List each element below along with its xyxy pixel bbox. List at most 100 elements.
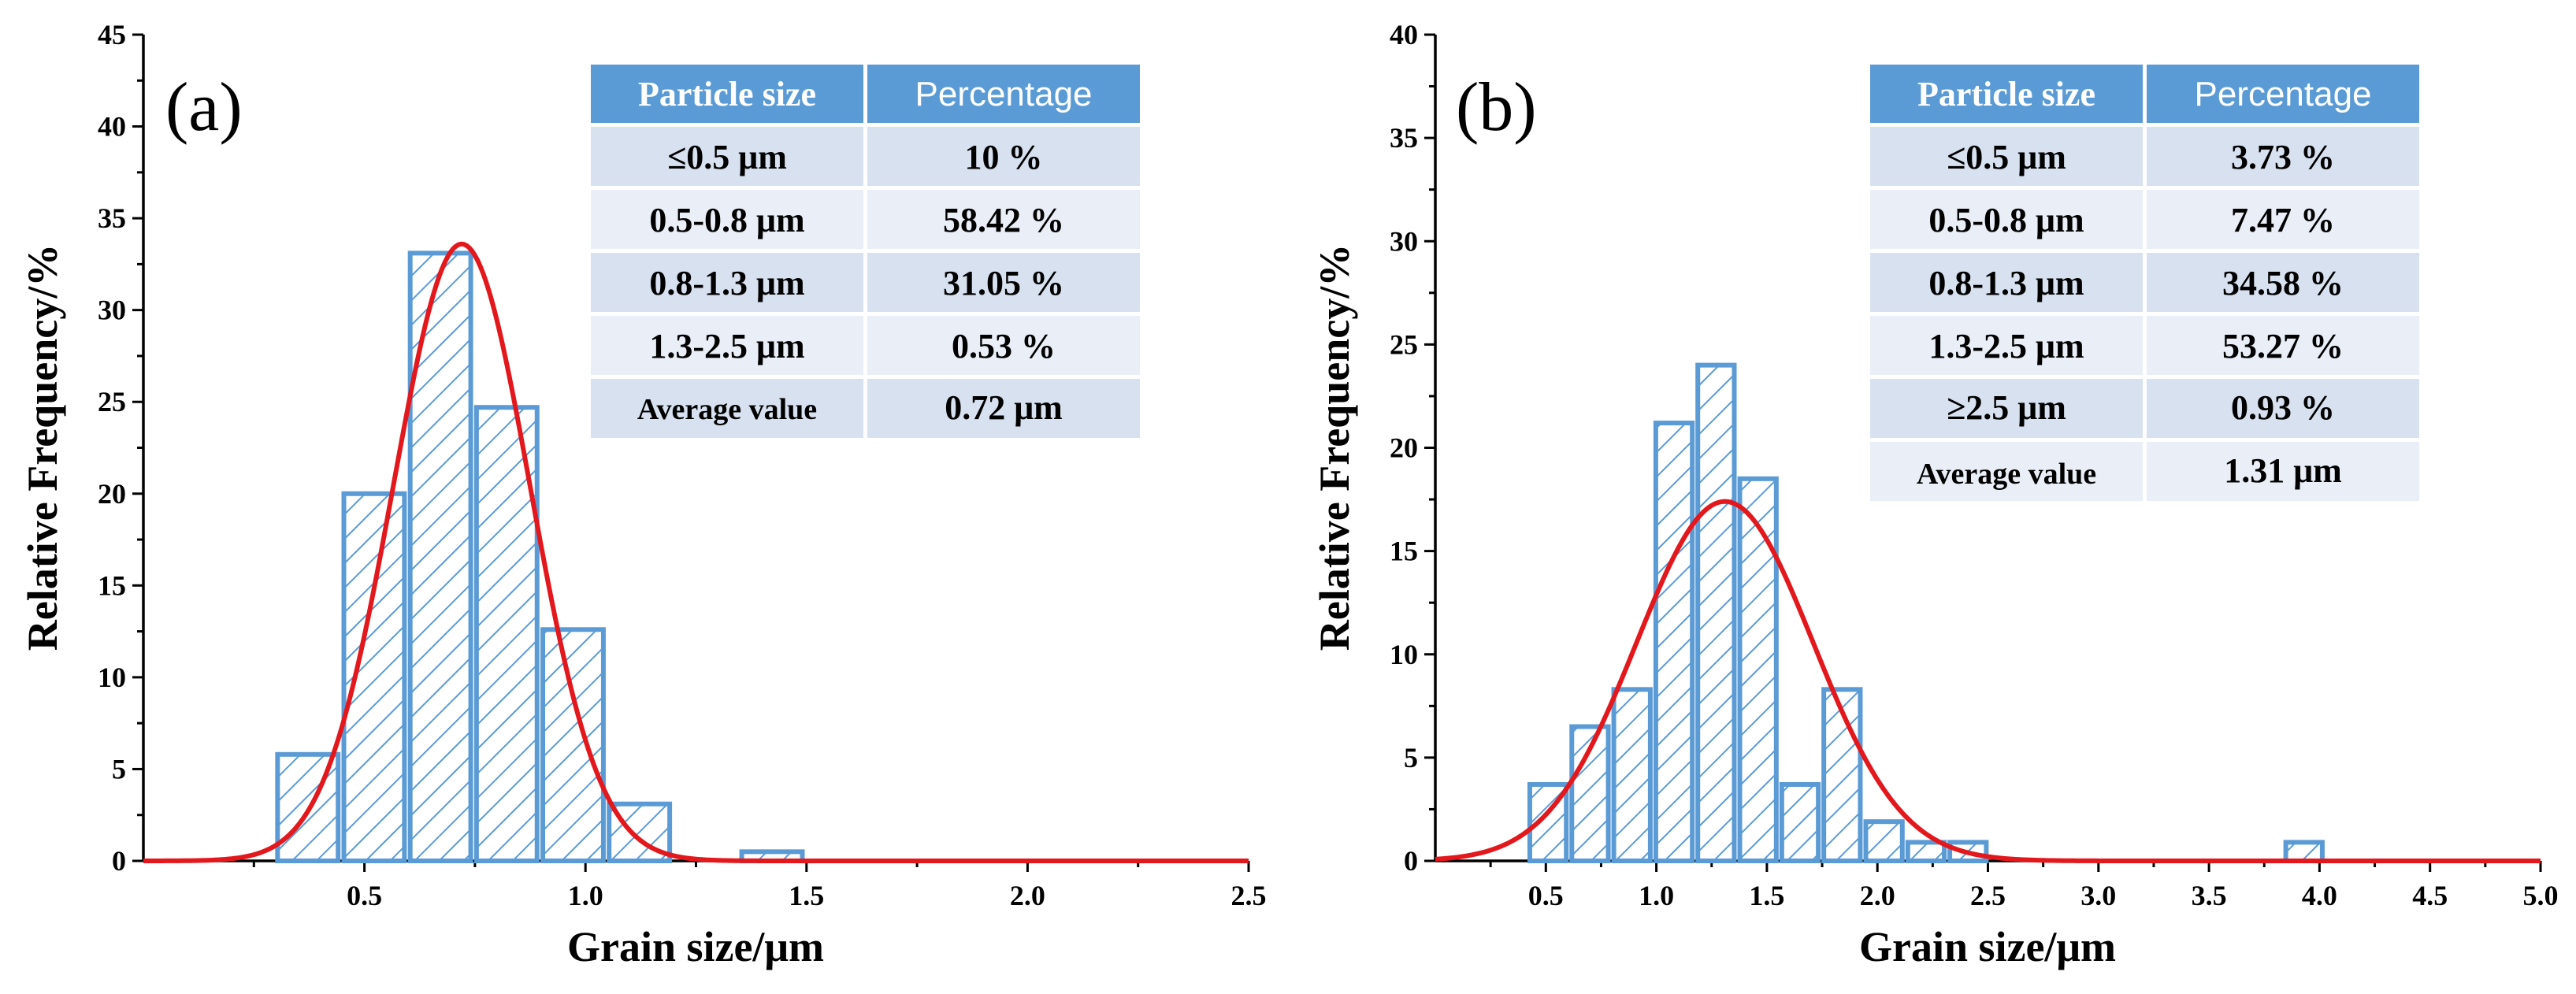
panel-b-label: (b): [1456, 69, 1537, 146]
panel-a-y-title: Relative Frequency/%: [19, 244, 66, 651]
panel-a-y-tick-label: 15: [98, 569, 126, 601]
panel-a-table-cell: 1.3-2.5 μm: [649, 327, 804, 365]
panel-b-table-cell: ≥2.5 μm: [1947, 388, 2066, 427]
panel-b-table-row: [1870, 316, 2143, 375]
panel-a-table-row: [591, 190, 863, 249]
panel-a-table-cell: Average value: [637, 393, 817, 426]
panel-b-x-tick-label: 1.0: [1639, 880, 1674, 911]
panel-b-y-ticks: 0 5 10 15 20 25 30 35 40: [1390, 19, 1435, 877]
panel-a-table-row: [867, 316, 1140, 375]
panel-a-bar: [341, 491, 407, 863]
panel-a-bar: [540, 627, 606, 864]
panel-a-table-row: [867, 379, 1140, 438]
panel-b-table-header-cell: [1870, 65, 2143, 123]
panel-b-table-header-pct: Percentage: [2194, 75, 2371, 113]
panel-a-y-tick-label: 10: [98, 662, 126, 693]
panel-a-y-tick-label: 40: [98, 111, 126, 143]
panel-b-x-tick-label: 2.0: [1860, 880, 1895, 911]
panel-a-x-tick-label: 1.5: [789, 880, 824, 911]
panel-b-table-row: [2147, 442, 2419, 501]
panel-b-table-cell: 0.8-1.3 μm: [1928, 264, 2084, 302]
panel-a-table-row: [867, 127, 1140, 186]
panel-b-bar: [1863, 819, 1905, 863]
panel-b-table-cell: 3.73 %: [2231, 138, 2335, 176]
panel-b-x-tick-label: 4.0: [2302, 880, 2337, 911]
panel-a-table-row: [591, 253, 863, 312]
panel-b-bar: [1653, 421, 1695, 863]
panel-b-x-tick-label: 1.5: [1749, 880, 1784, 911]
panel-b-x-ticks: 0.5 1.0 1.5 2.0 2.5 3.0 3.5 4.0 4.5 5.0: [1489, 861, 2559, 911]
panel-a-y-tick-label: 25: [98, 386, 126, 417]
panel-b-bar: [1821, 687, 1863, 864]
panel-a-y-tick-label: 30: [98, 295, 126, 326]
panel-a-x-tick-label: 2.0: [1010, 880, 1045, 911]
panel-b-y-tick-label: 15: [1390, 536, 1418, 567]
panel-a-table-header-cell: [867, 65, 1140, 123]
panel-a-table-cell: 58.42 %: [943, 201, 1064, 239]
panel-b-table-cell: 1.3-2.5 μm: [1928, 327, 2084, 365]
panel-b-bar: [1695, 362, 1737, 864]
panel-b-y-tick-label: 0: [1404, 845, 1418, 877]
panel-b-bar: [1737, 476, 1779, 864]
panel-a-y-tick-label: 35: [98, 202, 126, 234]
panel-b-x-tick-label: 3.5: [2192, 880, 2227, 911]
panel-b-table-row: [1870, 127, 2143, 186]
panel-b-y-title: Relative Frequency/%: [1311, 244, 1358, 651]
panel-a-table-row: [591, 316, 863, 375]
panel-b-bar: [2283, 840, 2325, 863]
panel-a-table-header-pct: Percentage: [915, 75, 1092, 113]
panel-a-table-cell: 0.72 μm: [945, 388, 1063, 427]
panel-b-x-tick-label: 2.5: [1970, 880, 2006, 911]
panel-b-bars: [1527, 362, 2325, 864]
panel-a-y-ticks: 0 5 10 15 20 25 30 35 40 45: [98, 19, 143, 877]
panel-b-table-header-cell: [2147, 65, 2419, 123]
panel-b-table-cell: 7.47 %: [2231, 201, 2335, 239]
panel-b-y-tick-label: 20: [1390, 432, 1418, 464]
panel-b-table-row: [1870, 190, 2143, 249]
panel-b-table-row: [1870, 253, 2143, 312]
panel-a: 0 5 10 15 20 25 30 35 40 45 0.5 1.0 1.5 2.0 2.5 (a) G…: [19, 19, 1267, 970]
panel-b-x-title: Grain size/μm: [1859, 923, 2116, 970]
panel-b-gaussian-fit: [1435, 499, 2541, 863]
panel-b-y-tick-label: 35: [1390, 122, 1418, 154]
panel-a-table-row: [591, 379, 863, 438]
panel-a-table-cell: 10 %: [965, 138, 1043, 176]
panel-b-y-tick-label: 10: [1390, 639, 1418, 670]
panel-b-y-tick-label: 40: [1390, 19, 1418, 50]
panel-a-table-row: [867, 253, 1140, 312]
panel-a-y-tick-label: 20: [98, 478, 126, 510]
panel-a-table-cell: ≤0.5 μm: [667, 138, 787, 176]
panel-a-table-header-size: Particle size: [638, 75, 816, 113]
panel-b-bar: [1905, 840, 1947, 863]
panel-a-table-cell: 0.8-1.3 μm: [649, 264, 804, 302]
panel-a-table-cell: 0.5-0.8 μm: [649, 201, 804, 239]
panel-a-x-tick-label: 0.5: [347, 880, 382, 911]
panel-b-y-tick-label: 5: [1404, 742, 1418, 773]
panel-a-table-row: [867, 190, 1140, 249]
panel-b-table-cell: 1.31 μm: [2224, 451, 2342, 490]
panel-b-table-header-size: Particle size: [1917, 75, 2095, 113]
panel-b-y-tick-label: 25: [1390, 328, 1418, 360]
panel-a-x-title: Grain size/μm: [567, 923, 824, 970]
panel-a-x-ticks: 0.5 1.0 1.5 2.0 2.5: [252, 861, 1267, 911]
panel-b-x-tick-label: 3.0: [2080, 880, 2116, 911]
panel-b-table-row: [2147, 379, 2419, 438]
panel-a-x-tick-label: 1.0: [568, 880, 603, 911]
panel-a-table-cell: 31.05 %: [943, 264, 1064, 302]
panel-b-x-tick-label: 0.5: [1528, 880, 1564, 911]
panel-b-table-cell: ≤0.5 μm: [1947, 138, 2066, 176]
panel-a-table-row: [591, 127, 863, 186]
panel-a-bar: [473, 405, 540, 863]
panel-b-table-cell: 0.5-0.8 μm: [1928, 201, 2084, 239]
panel-a-table-cell: 0.53 %: [952, 327, 1056, 365]
panel-b-table-row: [2147, 127, 2419, 186]
panel-b-table-row: [2147, 316, 2419, 375]
panel-a-label: (a): [165, 69, 243, 146]
panel-b: 0 5 10 15 20 25 30 35 40 0.5 1.0 1.5 2.0 2.5 3.0 3.5 4.…: [1311, 19, 2559, 970]
panel-b-table-cell: 53.27 %: [2222, 327, 2344, 365]
panel-a-y-tick-label: 5: [112, 753, 126, 784]
panel-a-y-tick-label: 0: [112, 845, 126, 877]
panel-b-table-row: [2147, 253, 2419, 312]
panel-b-table: Particle size Percentage ≤0.5 μm 3.73 % …: [1870, 65, 2419, 501]
